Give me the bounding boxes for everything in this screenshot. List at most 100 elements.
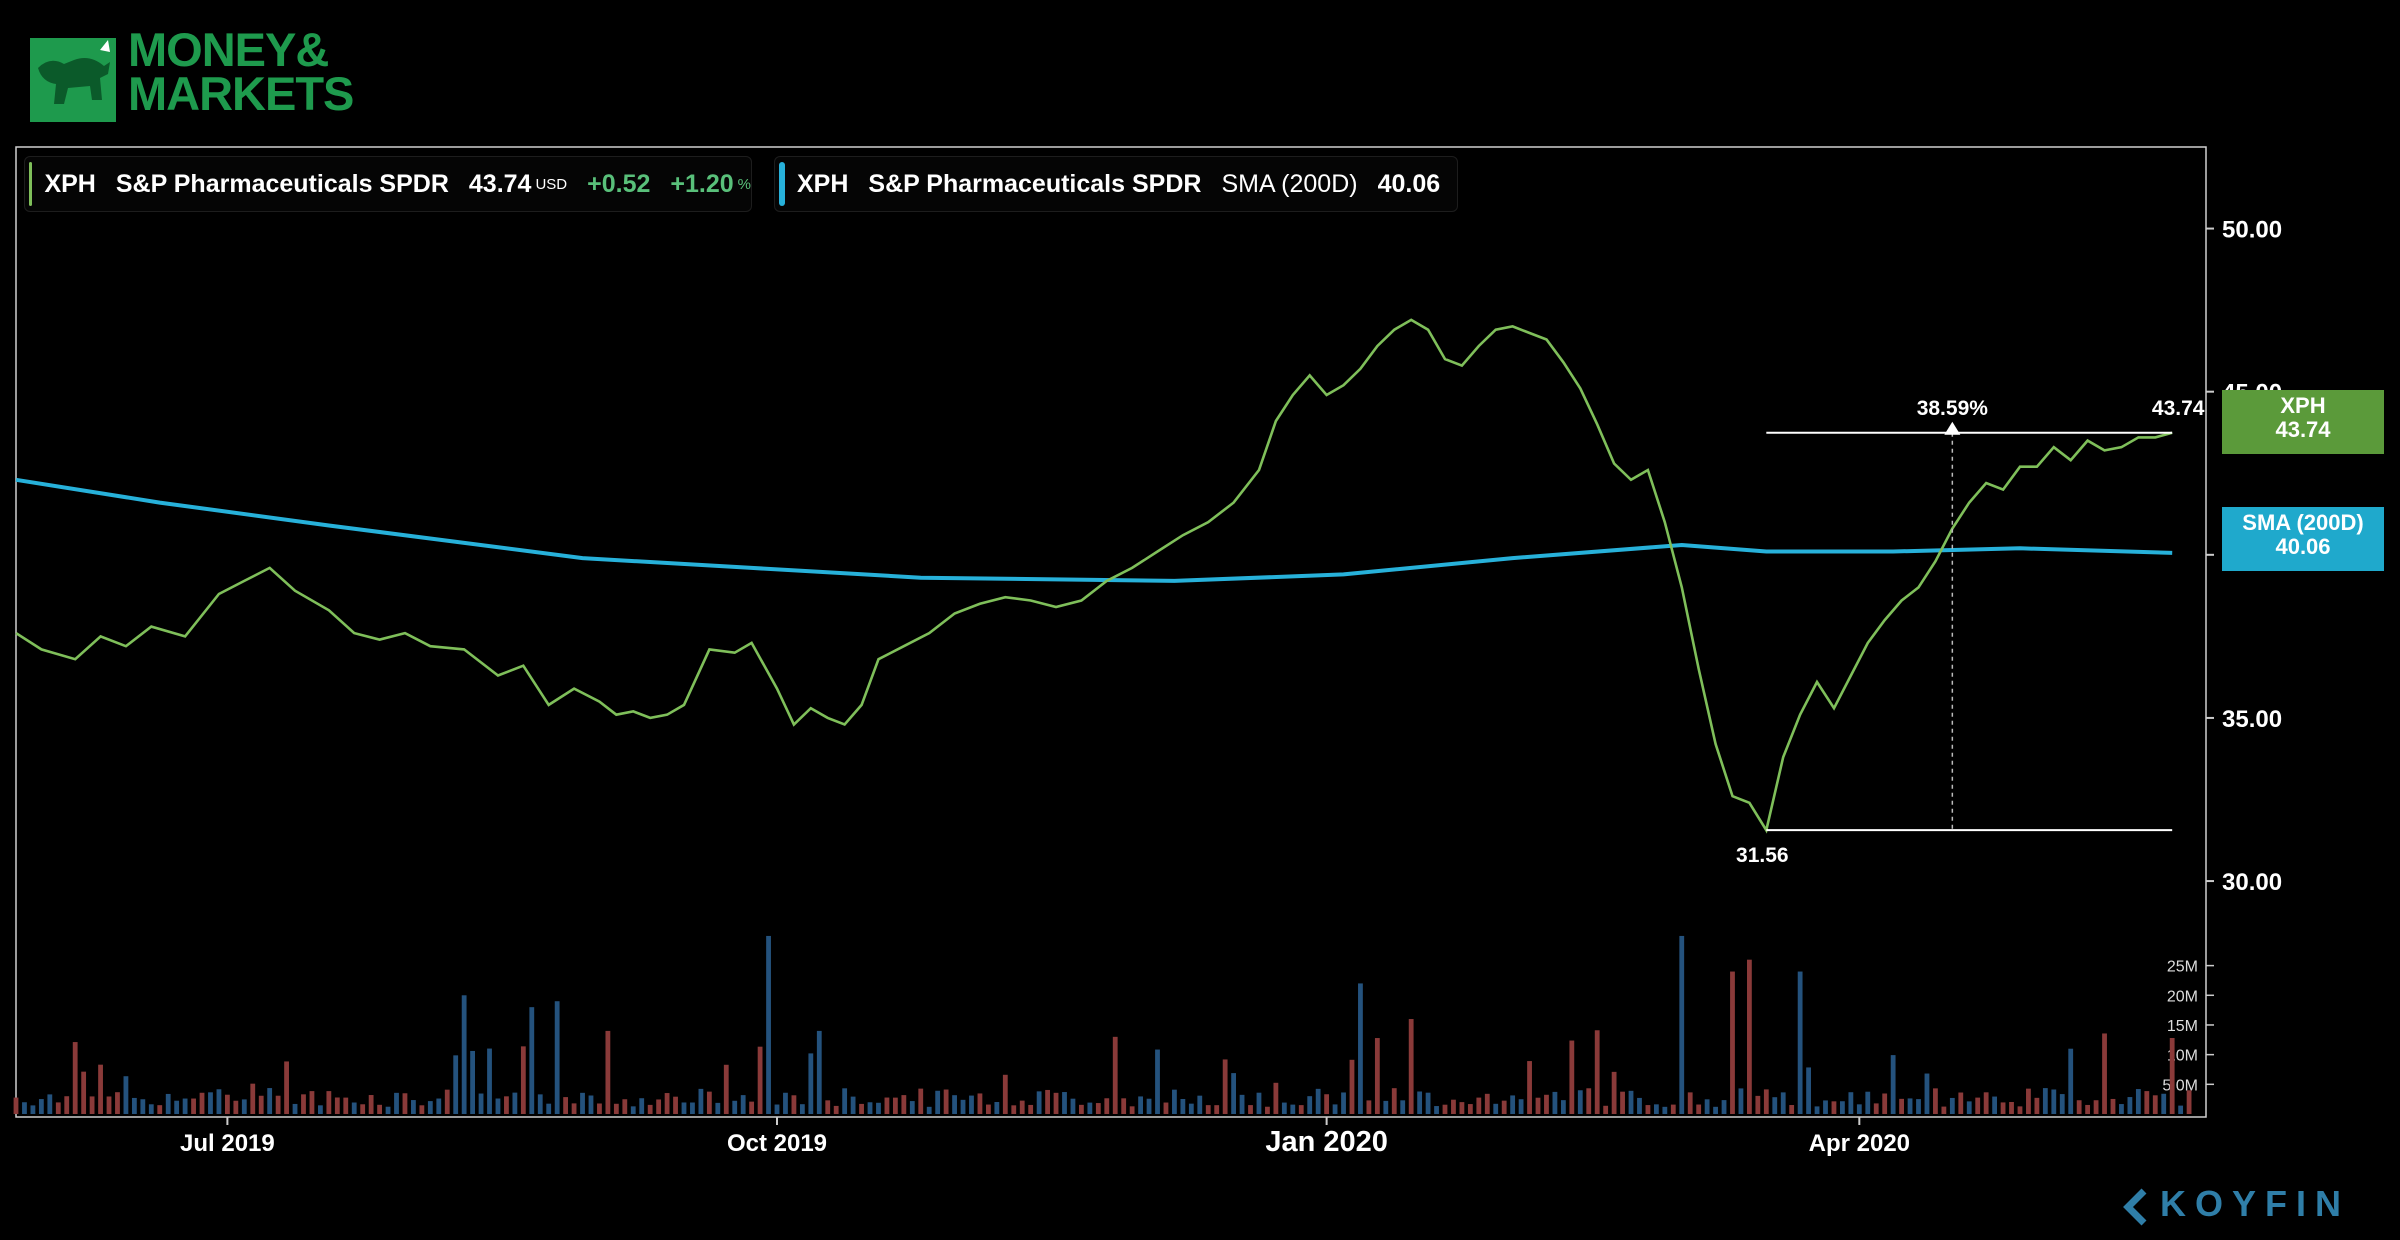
volume-bar [1332, 1104, 1338, 1114]
volume-tick-label: 15M [2167, 1018, 2198, 1035]
volume-bar [427, 1101, 433, 1114]
volume-bar [1315, 1088, 1321, 1114]
volume-bar [808, 1053, 814, 1114]
volume-bar [1231, 1073, 1237, 1114]
volume-bar [1391, 1088, 1397, 1114]
volume-tick-label: 5.0M [2162, 1077, 2198, 1094]
volume-bar [1966, 1101, 1972, 1114]
volume-bar [2093, 1100, 2099, 1114]
volume-bar [224, 1094, 230, 1114]
price-legend-value: 43.74 [468, 169, 532, 198]
volume-bar [1594, 1030, 1600, 1114]
price-legend-ticker: XPH [44, 169, 96, 198]
volume-bar [554, 1001, 560, 1114]
annotation-low-label: 31.56 [1736, 844, 1789, 867]
volume-bar [1620, 1091, 1625, 1114]
sma-legend[interactable]: XPH S&P Pharmaceuticals SPDR SMA (200D) … [774, 156, 1458, 212]
volume-bar [478, 1093, 484, 1114]
price-legend-change: +0.52 [587, 169, 651, 198]
volume-bar [1535, 1097, 1541, 1114]
x-tick-label: Jul 2019 [180, 1130, 275, 1157]
volume-bar [2119, 1104, 2124, 1114]
y-tick-label: 30.00 [2222, 869, 2282, 896]
volume-bar [1188, 1103, 1194, 1114]
volume-bar [1713, 1106, 1718, 1114]
x-tick-label: Oct 2019 [727, 1130, 827, 1157]
price-legend-swatch [29, 162, 33, 206]
volume-bar [1518, 1099, 1524, 1114]
volume-bar [766, 935, 771, 1114]
volume-bar [216, 1089, 222, 1114]
volume-bar [774, 1104, 780, 1114]
volume-bar [977, 1093, 983, 1114]
volume-bar [1459, 1102, 1465, 1114]
volume-bar [2144, 1091, 2150, 1114]
volume-bar [529, 1007, 535, 1114]
volume-bar [1273, 1082, 1279, 1114]
volume-bar [504, 1096, 509, 1114]
volume-bar [1560, 1100, 1566, 1114]
price-axis-tag: XPH 43.74 [2222, 390, 2384, 454]
volume-bar [2034, 1097, 2040, 1114]
volume-bar [1011, 1105, 1017, 1114]
volume-bar [715, 1102, 721, 1114]
volume-bar [2026, 1088, 2031, 1114]
volume-bar [783, 1092, 788, 1114]
volume-bar [2017, 1106, 2023, 1114]
volume-bar [816, 1030, 822, 1114]
volume-bar [1358, 983, 1363, 1114]
logo-line1: MONEY& [128, 23, 329, 76]
volume-bar [1307, 1096, 1313, 1114]
volume-tick-label: 25M [2167, 959, 2198, 976]
volume-bar [1248, 1105, 1253, 1114]
volume-bar [1045, 1089, 1050, 1114]
volume-bar [681, 1102, 687, 1114]
volume-bar [1831, 1101, 1837, 1114]
volume-bar [825, 1100, 831, 1114]
volume-bar [1155, 1049, 1160, 1114]
volume-bar [98, 1064, 103, 1114]
volume-bar [1053, 1092, 1059, 1114]
volume-bar [664, 1093, 670, 1114]
volume-bar [30, 1105, 36, 1114]
volume-bar [1527, 1061, 1532, 1114]
koyfin-chevron-icon [2123, 1188, 2147, 1226]
volume-bar [13, 1097, 19, 1114]
volume-bar [1383, 1100, 1389, 1114]
price-legend-pct-sign: % [737, 175, 751, 193]
volume-bar [1924, 1073, 1930, 1114]
volume-bar [1763, 1089, 1769, 1114]
volume-bar [1899, 1098, 1904, 1114]
volume-bar [2110, 1098, 2116, 1114]
volume-bar [1848, 1092, 1854, 1114]
volume-bar [1062, 1092, 1067, 1114]
volume-bar [943, 1089, 949, 1114]
volume-bar [402, 1093, 408, 1114]
volume-bar [1121, 1098, 1127, 1114]
volume-bar [799, 1104, 805, 1114]
volume-bar [2169, 1037, 2175, 1114]
volume-bar [1112, 1036, 1118, 1114]
volume-bar [546, 1103, 552, 1114]
volume-bar [850, 1096, 856, 1114]
volume-bar [1451, 1099, 1456, 1114]
volume-bar [89, 1096, 95, 1114]
money-markets-logo: MONEY& MARKETS [30, 23, 370, 132]
volume-bar [38, 1099, 44, 1114]
volume-bar [1163, 1102, 1169, 1114]
volume-bar [208, 1092, 213, 1114]
volume-bar [461, 995, 467, 1114]
volume-bar [1890, 1055, 1896, 1114]
volume-tick-label: 20M [2167, 988, 2198, 1005]
volume-bar [1205, 1105, 1211, 1114]
volume-bar [385, 1106, 391, 1114]
koyfin-text: KOYFIN [2160, 1183, 2351, 1224]
volume-bar [55, 1102, 61, 1114]
volume-bar [1941, 1106, 1947, 1114]
volume-bar [876, 1102, 881, 1114]
annotation-high-label: 43.74 [2152, 397, 2205, 420]
price-legend[interactable]: XPH S&P Pharmaceuticals SPDR 43.74 USD +… [24, 156, 752, 212]
volume-bar [47, 1094, 53, 1114]
volume-bar [1696, 1104, 1702, 1114]
volume-bar [1983, 1092, 1989, 1114]
